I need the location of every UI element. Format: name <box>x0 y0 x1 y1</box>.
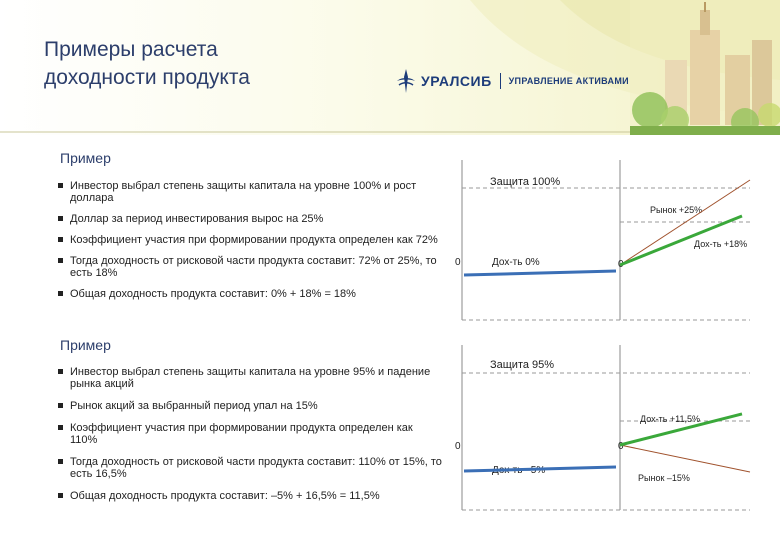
example-1-bullet-4: Тогда доходность от рисковой части проду… <box>58 255 443 279</box>
example-2-heading: Пример <box>60 337 111 353</box>
series-line-2-market <box>619 444 751 473</box>
series-line-2-left-return <box>463 465 617 473</box>
example-1-bullet-1: Инвестор выбрал степень защиты капитала … <box>58 180 443 204</box>
logo-subtitle: УПРАВЛЕНИЕ АКТИВАМИ <box>508 76 629 86</box>
series-line-1-market <box>619 179 751 266</box>
example-2-right-zero: 0 <box>618 441 624 452</box>
example-1-left-zero: 0 <box>455 257 461 268</box>
series-line-1-return <box>619 214 743 267</box>
example-2-bullet-5: Общая доходность продукта составит: –5% … <box>58 490 443 502</box>
example-1-chart-lines <box>463 179 751 277</box>
page-title: Примеры расчета доходности продукта <box>44 36 364 92</box>
example-2-bullet-2: Рынок акций за выбранный период упал на … <box>58 400 443 412</box>
example-2-bullet-3: Коэффициент участия при формировании про… <box>58 422 443 446</box>
example-1-bullet-2: Доллар за период инвестирования вырос на… <box>58 213 443 225</box>
example-1-market-label: Рынок +25% <box>650 205 702 215</box>
example-1-bullets: Инвестор выбрал степень защиты капитала … <box>58 180 443 300</box>
page-title-line2: доходности продукта <box>44 66 250 89</box>
example-2-left-zero: 0 <box>455 441 461 452</box>
example-2-bullet-1: Инвестор выбрал степень защиты капитала … <box>58 366 443 390</box>
city-illustration <box>630 0 780 135</box>
example-2-bullets: Инвестор выбрал степень защиты капитала … <box>58 366 443 502</box>
example-1-chart-svg: Защита 100% 0 0 Дох-ть 0% Рынок +25% Дох… <box>455 160 751 321</box>
example-2-chart-title: Защита 95% <box>490 359 554 371</box>
example-2-return-label: Дох-ть +11,5% <box>640 414 700 424</box>
series-line-1-left-return <box>463 269 617 277</box>
example-1-chart-title: Защита 100% <box>490 176 560 188</box>
example-1-return-label: Дох-ть +18% <box>694 239 747 249</box>
example-2-chart-svg: Защита 95% 0 0 Дох-ть –5% Рынок –15% Дох… <box>455 345 751 511</box>
example-2-chart: Защита 95% 0 0 Дох-ть –5% Рынок –15% Дох… <box>450 345 770 520</box>
page-title-line1: Примеры расчета <box>44 38 218 61</box>
example-1-chart: Защита 100% 0 0 Дох-ть 0% Рынок +25% Дох… <box>450 160 770 335</box>
example-2-chart-lines <box>463 412 751 473</box>
logo-brand-text: УРАЛСИБ <box>421 73 492 89</box>
example-1-bullet-3: Коэффициент участия при формировании про… <box>58 234 443 246</box>
logo-emblem-icon <box>397 69 415 93</box>
example-2-market-label: Рынок –15% <box>638 473 690 483</box>
example-1-left-label: Дох-ть 0% <box>492 257 540 268</box>
series-line-2-return <box>619 412 743 447</box>
example-1-bullet-5: Общая доходность продукта составит: 0% +… <box>58 288 443 300</box>
example-2-bullet-4: Тогда доходность от рисковой части проду… <box>58 456 443 480</box>
company-logo: УРАЛСИБ УПРАВЛЕНИЕ АКТИВАМИ <box>395 64 645 98</box>
logo-separator <box>499 73 501 89</box>
example-1-heading: Пример <box>60 150 111 166</box>
